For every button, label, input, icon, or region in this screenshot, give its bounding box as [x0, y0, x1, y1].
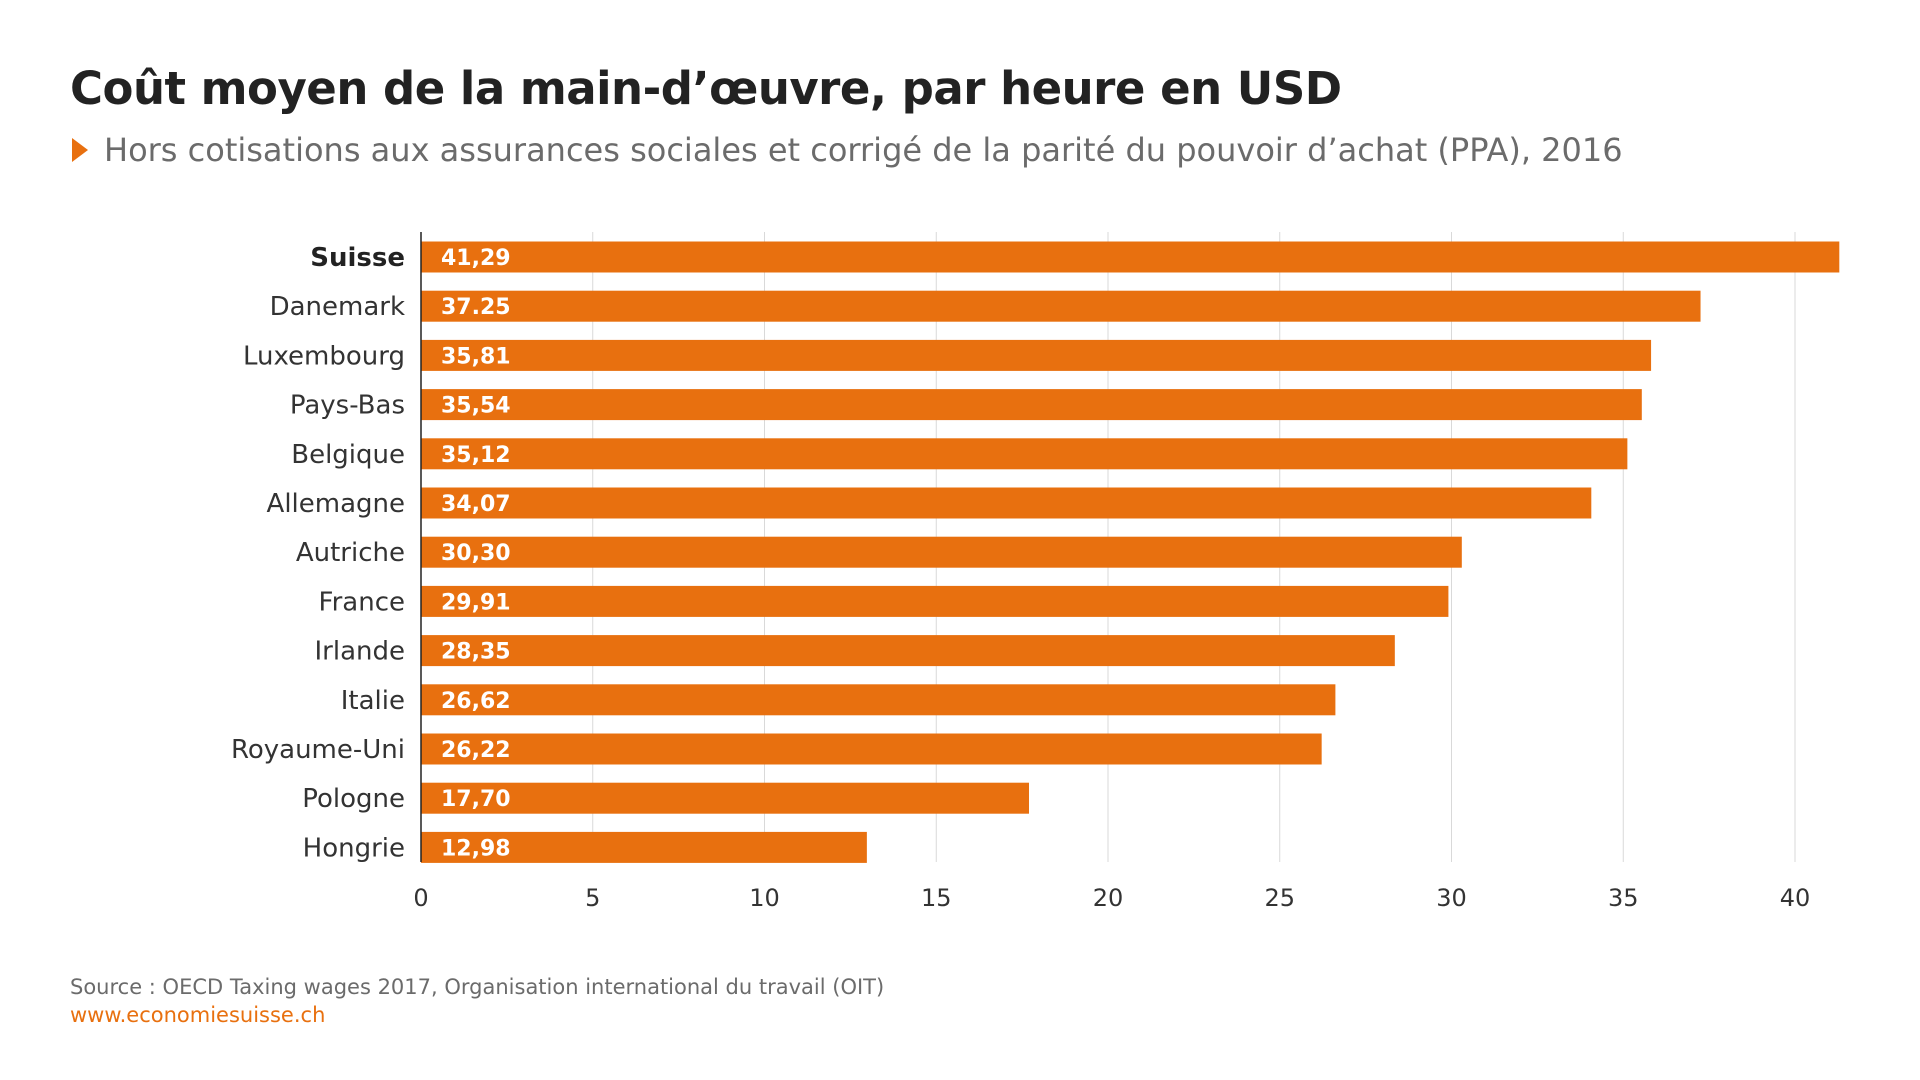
- category-label: Italie: [341, 686, 405, 716]
- x-tick-label: 40: [1780, 884, 1811, 912]
- bar: [421, 487, 1592, 519]
- x-tick-label: 25: [1264, 884, 1295, 912]
- x-tick-label: 30: [1436, 884, 1467, 912]
- data-label: 26,62: [441, 689, 511, 714]
- bar: [421, 536, 1462, 568]
- x-tick-label: 5: [585, 884, 600, 912]
- category-label: Allemagne: [267, 489, 405, 519]
- bar: [421, 782, 1029, 814]
- source-url[interactable]: www.economiesuisse.ch: [70, 1003, 326, 1027]
- bar: [421, 290, 1701, 322]
- bar: [421, 241, 1840, 273]
- subtitle-row: Hors cotisations aux assurances sociales…: [72, 131, 1623, 169]
- data-label: 28,35: [441, 640, 511, 665]
- bar: [421, 635, 1395, 667]
- data-label: 35,81: [441, 344, 511, 369]
- bar: [421, 438, 1628, 470]
- data-label: 30,30: [441, 541, 511, 566]
- bar: [421, 339, 1652, 371]
- category-label: Pays-Bas: [290, 391, 405, 421]
- bar: [421, 733, 1322, 765]
- category-label: Suisse: [310, 243, 405, 273]
- data-label: 35,54: [441, 394, 511, 419]
- bar: [421, 389, 1642, 421]
- category-label: Pologne: [302, 784, 405, 814]
- data-label: 41,29: [441, 246, 511, 271]
- category-label: France: [319, 587, 405, 617]
- chart-title: Coût moyen de la main-d’œuvre, par heure…: [70, 62, 1342, 115]
- x-tick-label: 20: [1093, 884, 1124, 912]
- bar: [421, 585, 1449, 617]
- category-label: Hongrie: [303, 833, 405, 863]
- category-label: Autriche: [296, 538, 405, 568]
- source-note: Source : OECD Taxing wages 2017, Organis…: [70, 975, 885, 999]
- x-tick-label: 15: [921, 884, 952, 912]
- category-label: Danemark: [270, 292, 405, 322]
- data-label: 12,98: [441, 836, 511, 861]
- data-label: 29,91: [441, 590, 511, 615]
- data-label: 17,70: [441, 787, 511, 812]
- data-label: 37.25: [441, 295, 511, 320]
- category-label: Irlande: [315, 637, 406, 667]
- data-label: 34,07: [441, 492, 511, 517]
- category-label: Belgique: [291, 440, 405, 470]
- bar: [421, 684, 1336, 716]
- triangle-bullet-icon: [72, 138, 88, 162]
- data-label: 26,22: [441, 738, 511, 763]
- x-tick-label: 10: [749, 884, 780, 912]
- bar: [421, 831, 867, 863]
- data-label: 35,12: [441, 443, 511, 468]
- chart-subtitle: Hors cotisations aux assurances sociales…: [104, 131, 1623, 169]
- category-label: Royaume-Uni: [231, 735, 405, 765]
- x-tick-label: 35: [1608, 884, 1639, 912]
- x-tick-label: 0: [413, 884, 428, 912]
- category-label: Luxembourg: [243, 341, 405, 371]
